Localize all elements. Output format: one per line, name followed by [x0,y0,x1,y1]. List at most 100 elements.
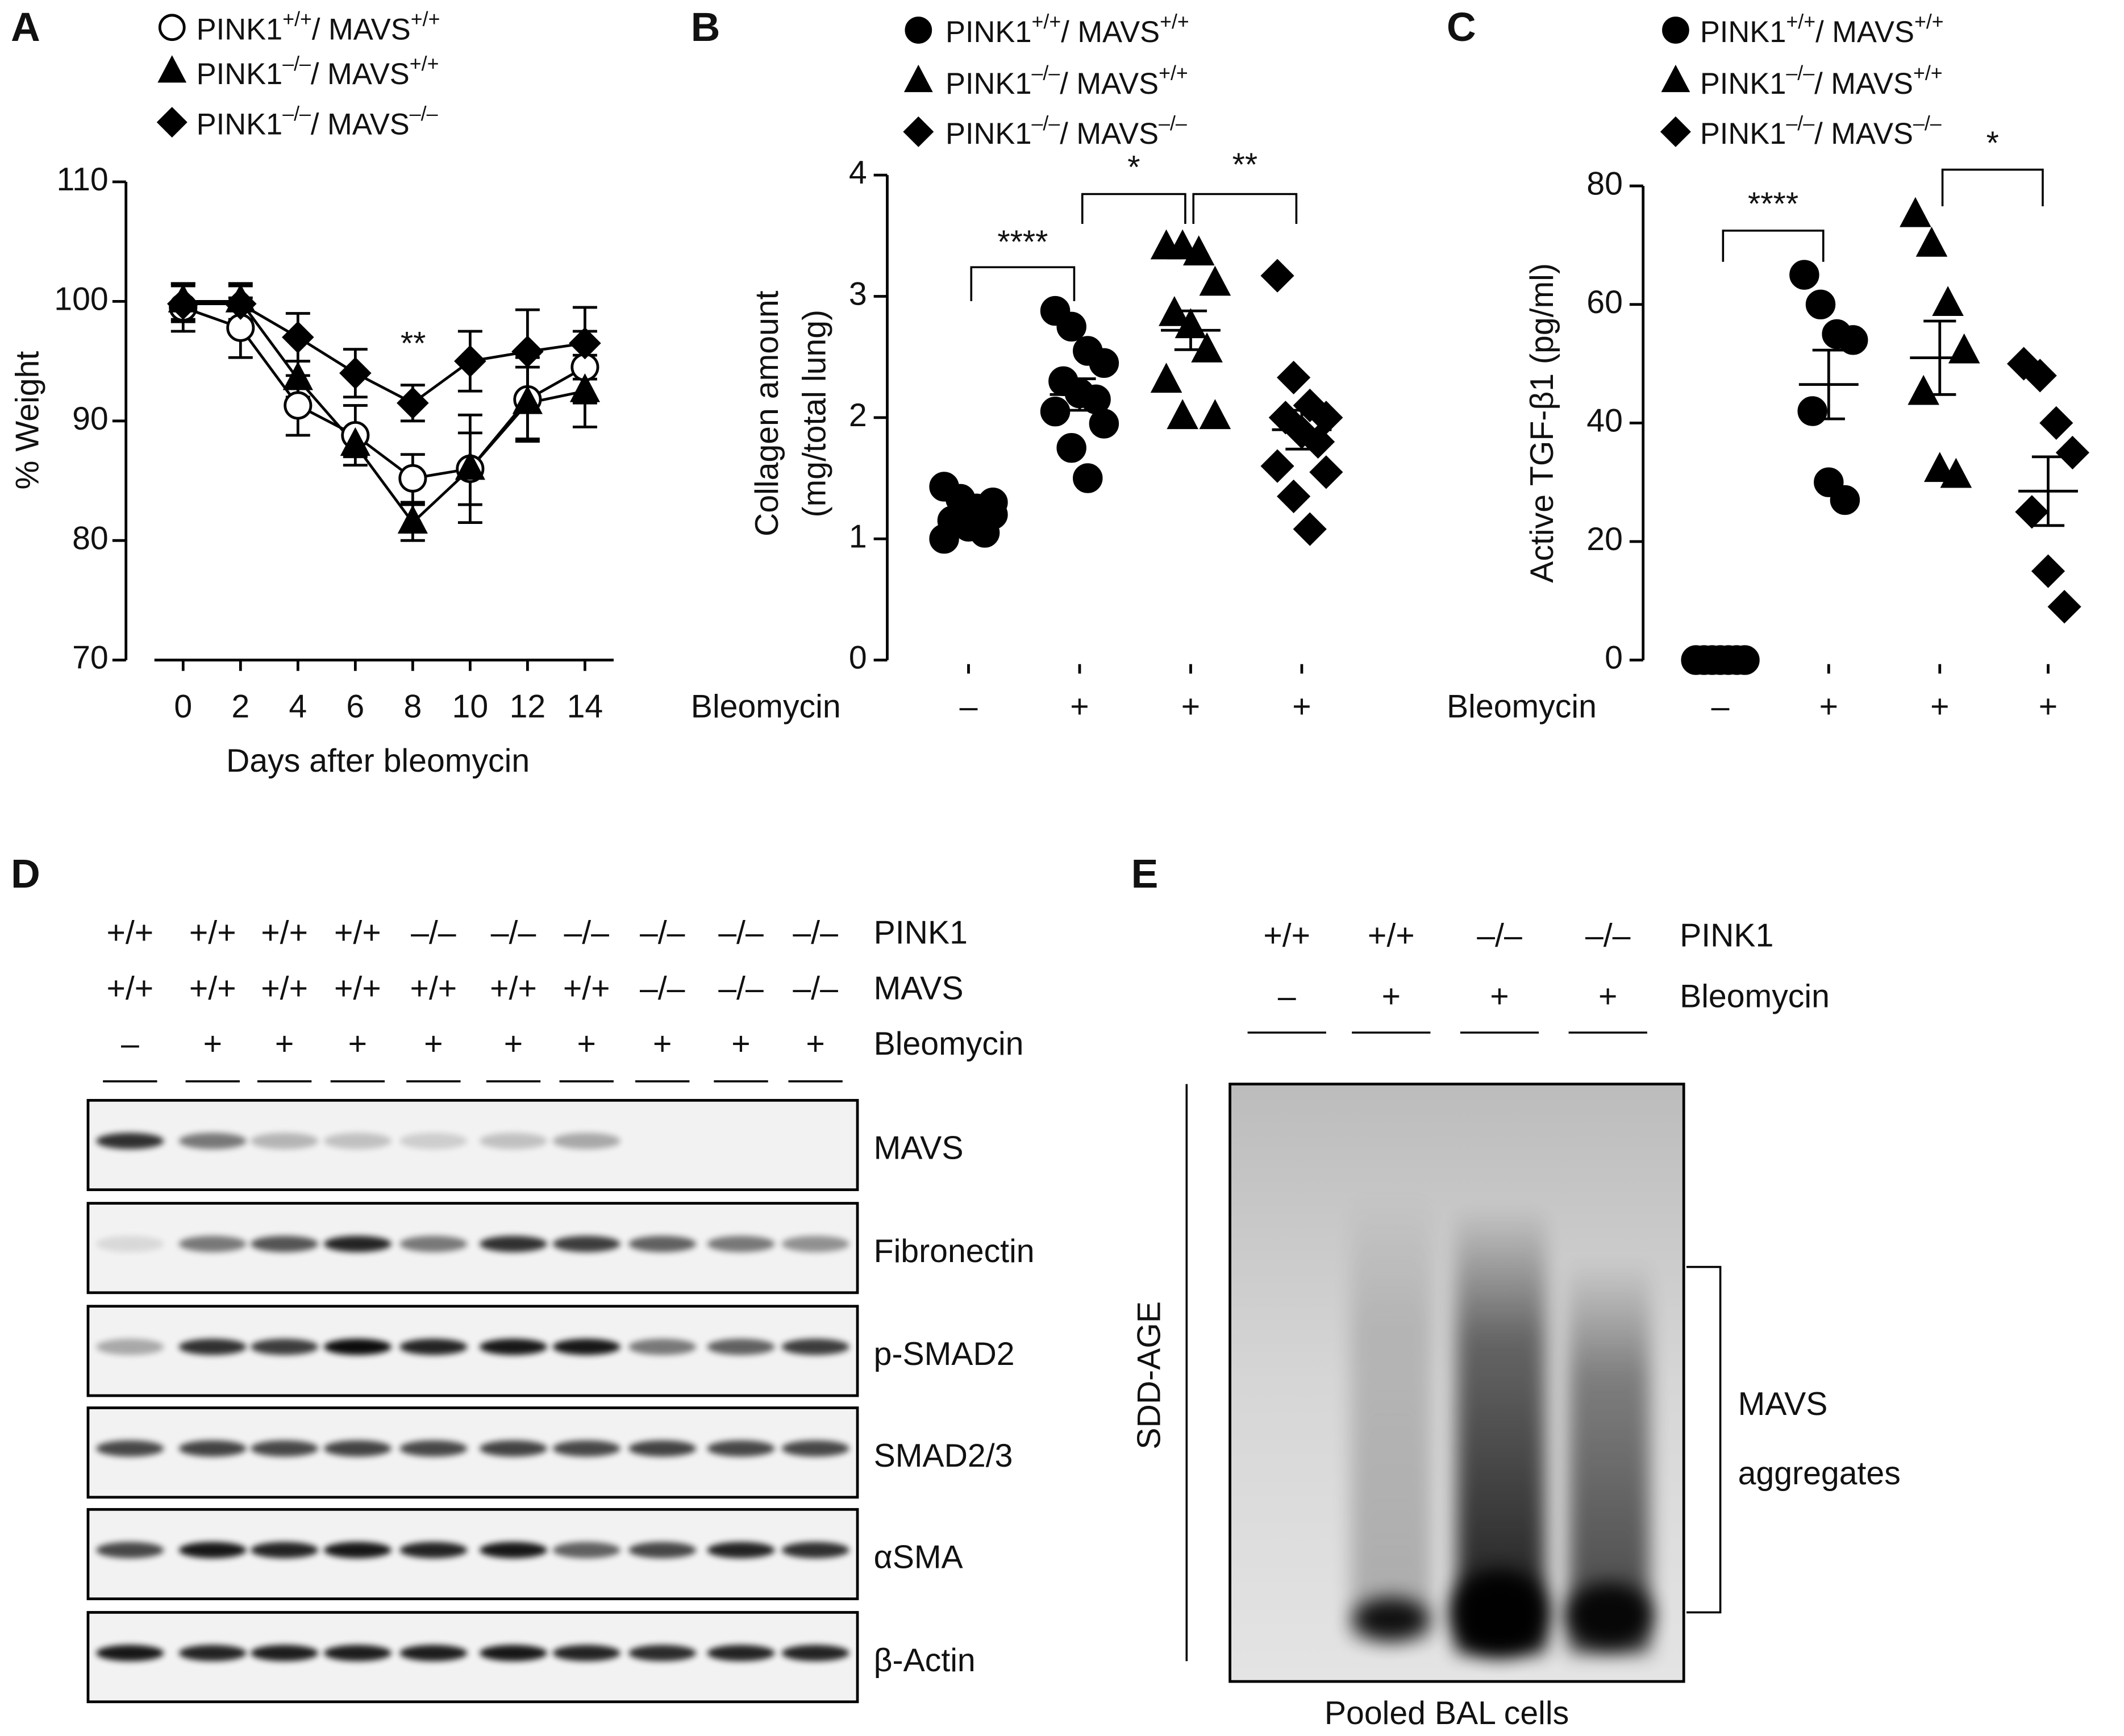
x-axis-label: Days after bleomycin [226,743,530,779]
blot-band [552,1645,620,1662]
marker [569,373,601,402]
blot-band [781,1542,849,1559]
legend-label: PINK1–/–/ MAVS+/+ [197,52,439,90]
blot-band [707,1440,775,1457]
marker [905,16,932,44]
y-tick-label: 80 [1586,165,1623,202]
gel-band [1451,1569,1548,1656]
x-tick-label: 10 [452,688,489,725]
marker [1277,360,1311,395]
genotype-label: –/– [793,915,838,951]
row-label: Bleomycin [874,1026,1024,1062]
x-axis-label: Bleomycin [691,688,841,725]
genotype-label: + [806,1026,824,1062]
marker [1908,374,1939,405]
blot-band [96,1235,164,1252]
marker [969,518,1000,548]
marker [2047,590,2081,624]
x-tick-label: 4 [289,688,307,725]
annotation: * [1986,125,1999,161]
marker [1073,463,1103,493]
genotype-label: +/+ [334,970,381,1006]
y-tick-label: 80 [72,520,109,556]
genotype-label: + [653,1026,672,1062]
blot-band [251,1440,319,1457]
bracket-label: MAVS [1738,1386,1828,1422]
y-tick-label: 0 [1605,640,1623,676]
legend-label: PINK1–/–/ MAVS–/– [946,112,1187,150]
marker [1191,332,1223,363]
blot-band [178,1338,247,1355]
genotype-label: –/– [1585,917,1631,954]
blot-band [323,1235,392,1252]
genotype-label: +/+ [261,970,308,1006]
x-tick-label: + [2039,688,2058,725]
y-tick-label: 0 [849,640,867,676]
genotype-label: +/+ [1263,917,1310,954]
marker [1260,449,1294,483]
x-tick-label: – [960,688,978,725]
marker [1089,348,1119,378]
marker [1309,401,1343,435]
x-tick-label: 14 [567,688,603,725]
marker [903,64,933,93]
legend-label: PINK1–/–/ MAVS–/– [197,103,438,141]
genotype-label: +/+ [106,915,153,951]
blot-band [552,1440,620,1457]
blot-band [323,1133,392,1150]
y-tick-label: 110 [57,161,109,198]
blot-band [96,1440,164,1457]
genotype-label: + [203,1026,222,1062]
genotype-label: +/+ [189,970,236,1006]
genotype-label: –/– [411,915,456,951]
genotype-label: +/+ [189,915,236,951]
error-bar [2031,455,2065,527]
panel-letter: E [1131,851,1159,897]
x-tick-label: 8 [403,688,422,725]
marker [166,288,199,320]
blot-band [479,1440,548,1457]
error-bar [1812,348,1845,421]
marker [2023,359,2057,393]
blot-band [178,1133,247,1150]
marker [224,288,257,320]
marker [282,361,313,390]
genotype-label: + [1382,979,1401,1015]
genotype-label: + [348,1026,367,1062]
marker [1789,260,1819,290]
y-tick-label: 70 [72,640,109,676]
blot-band [251,1133,319,1150]
blot-band [707,1338,775,1355]
legend-label: PINK1–/–/ MAVS+/+ [1700,62,1943,100]
genotype-label: +/+ [261,915,308,951]
gel-band [1353,1597,1430,1641]
y-tick-label: 60 [1586,284,1623,320]
blot-band [628,1645,697,1662]
y-tick-label: 100 [54,281,108,318]
blot-band [251,1542,319,1559]
blot-band [479,1542,548,1559]
blot-band [479,1645,548,1662]
genotype-label: + [1490,979,1509,1015]
marker [1940,457,1972,488]
genotype-label: + [424,1026,443,1062]
blot-band [178,1440,247,1457]
marker [339,357,372,389]
blot-band [552,1133,620,1150]
genotype-label: –/– [718,915,764,951]
marker [1056,432,1086,463]
blot-band [479,1133,548,1150]
y-tick-label: 20 [1586,521,1623,557]
annotation: * [1127,149,1140,186]
blot-band [707,1235,775,1252]
error-bar [1063,377,1096,412]
panel-letter: B [691,5,721,50]
x-tick-label: 6 [346,688,364,725]
genotype-label: + [275,1026,294,1062]
marker [2055,435,2090,470]
y-tick-label: 40 [1586,402,1623,439]
y-axis-label: (mg/total lung) [797,310,833,518]
marker [1277,479,1311,514]
blot-band [552,1542,620,1559]
